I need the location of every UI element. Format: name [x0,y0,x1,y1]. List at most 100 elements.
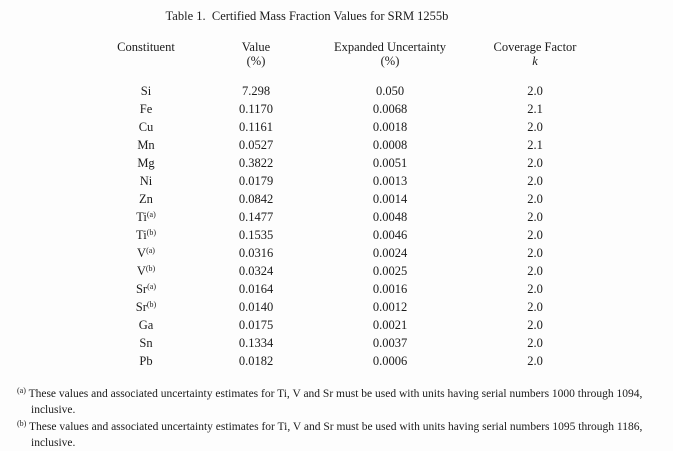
coverage-factor-cell: 2.0 [527,246,543,260]
footnote: (a) These values and associated uncertai… [17,387,662,418]
uncertainty-cell: 0.0051 [372,156,408,170]
constituent-footnote-marker: (a) [146,210,156,219]
coverage-factor-cell: 2.1 [527,138,543,152]
value-cell: 0.1170 [239,102,273,116]
constituent-footnote-marker: (b) [145,264,156,273]
constituent-symbol: Mn [137,138,155,152]
table-row: Sr(a) 0.0164 0.0016 2.0 [76,280,586,298]
value-cell: 0.0324 [238,264,274,278]
coverage-factor-cell: 2.0 [527,156,543,170]
table-row: Mn 0.0527 0.0008 2.1 [76,136,586,154]
constituent-cell: Pb [76,352,216,370]
table-row: Zn 0.0842 0.0014 2.0 [76,190,586,208]
table-row: Ti(b) 0.1535 0.0046 2.0 [76,226,586,244]
col-header-value: Value (%) [216,38,296,68]
footnotes-section: (a) These values and associated uncertai… [17,387,662,451]
table-row: Ga 0.0175 0.0021 2.0 [76,316,586,334]
coverage-factor-cell: 2.0 [527,336,543,350]
table-row: Si 7.298 0.050 2.0 [76,82,586,100]
value-cell: 0.0179 [238,174,274,188]
footnote-marker: (b) [17,419,27,429]
table-row: Cu 0.1161 0.0018 2.0 [76,118,586,136]
col-header-coverage-factor: Coverage Factor k [484,38,586,68]
value-cell: 0.1161 [239,120,273,134]
col-subheader-expanded-uncertainty: (%) [380,54,400,68]
constituent-cell: Ti(a) [76,208,216,226]
value-cell: 7.298 [241,84,271,98]
value-cell: 0.1477 [238,210,274,224]
uncertainty-cell: 0.0012 [372,300,408,314]
uncertainty-cell: 0.0006 [372,354,408,368]
footnote-marker: (a) [17,386,26,395]
constituent-cell: Ni [76,172,216,190]
coverage-factor-cell: 2.0 [527,264,543,278]
value-cell: 0.3822 [238,156,274,170]
uncertainty-cell: 0.0046 [372,228,408,242]
constituent-symbol: Si [140,84,152,98]
value-cell: 0.1334 [238,336,274,350]
constituent-cell: Si [76,82,216,100]
constituent-symbol: Mg [137,156,155,170]
uncertainty-cell: 0.0014 [372,192,408,206]
col-header-constituent: Constituent [76,38,216,68]
col-subheader-coverage-factor: k [532,54,538,68]
value-cell: 0.0842 [238,192,274,206]
uncertainty-cell: 0.0068 [372,102,408,116]
table-row: Sn 0.1334 0.0037 2.0 [76,334,586,352]
uncertainty-cell: 0.0048 [372,210,408,224]
constituent-cell: Mn [76,136,216,154]
table-row: Pb 0.0182 0.0006 2.0 [76,352,586,370]
coverage-factor-cell: 2.0 [527,192,543,206]
constituent-symbol: Cu [138,120,154,134]
constituent-symbol: V [136,264,146,278]
table-row: Ni 0.0179 0.0013 2.0 [76,172,586,190]
constituent-cell: Zn [76,190,216,208]
uncertainty-cell: 0.0018 [372,120,408,134]
footnote-text: These values and associated uncertainty … [29,421,643,449]
constituent-cell: V(b) [76,262,216,280]
constituent-cell: Sr(a) [76,280,216,298]
col-header-constituent-label: Constituent [117,40,175,54]
value-cell: 0.1535 [238,228,274,242]
uncertainty-cell: 0.0037 [372,336,408,350]
header-spacer [76,68,586,82]
constituent-symbol: Zn [139,192,153,206]
header-row: Constituent Value (%) Expanded Uncertain… [76,38,586,68]
constituent-symbol: Sr [135,282,148,296]
col-subheader-value: (%) [246,54,266,68]
constituent-symbol: Fe [139,102,153,116]
constituent-cell: Sn [76,334,216,352]
table-body: Si 7.298 0.050 2.0 Fe 0.1170 0.0068 2.1 … [76,82,586,370]
header-spacer-row [76,68,586,82]
col-header-value-label: Value [241,40,271,54]
coverage-factor-cell: 2.0 [527,282,543,296]
table-row: V(a) 0.0316 0.0024 2.0 [76,244,586,262]
uncertainty-cell: 0.0016 [372,282,408,296]
uncertainty-cell: 0.0024 [372,246,408,260]
uncertainty-cell: 0.0025 [372,264,408,278]
constituent-cell: Ti(b) [76,226,216,244]
uncertainty-cell: 0.0013 [372,174,408,188]
constituent-cell: Fe [76,100,216,118]
value-cell: 0.0316 [238,246,274,260]
table-row: Mg 0.3822 0.0051 2.0 [76,154,586,172]
constituent-symbol: V [137,246,147,260]
coverage-factor-cell: 2.0 [527,300,543,314]
constituent-cell: Cu [76,118,216,136]
constituent-symbol: Sr [135,300,147,314]
footnote: (b) These values and associated uncertai… [17,420,662,451]
uncertainty-cell: 0.0008 [372,138,408,152]
value-cell: 0.0527 [238,138,274,152]
value-cell: 0.0164 [238,282,274,296]
uncertainty-cell: 0.0021 [372,318,408,332]
constituent-cell: Mg [76,154,216,172]
constituent-symbol: Pb [139,354,153,368]
table-title: Table 1. Certified Mass Fraction Values … [165,9,449,23]
constituent-footnote-marker: (a) [146,246,155,255]
table-row: V(b) 0.0324 0.0025 2.0 [76,262,586,280]
coverage-factor-cell: 2.0 [527,210,543,224]
coverage-factor-cell: 2.0 [527,174,543,188]
constituent-symbol: Ti [136,228,147,242]
table-row: Fe 0.1170 0.0068 2.1 [76,100,586,118]
